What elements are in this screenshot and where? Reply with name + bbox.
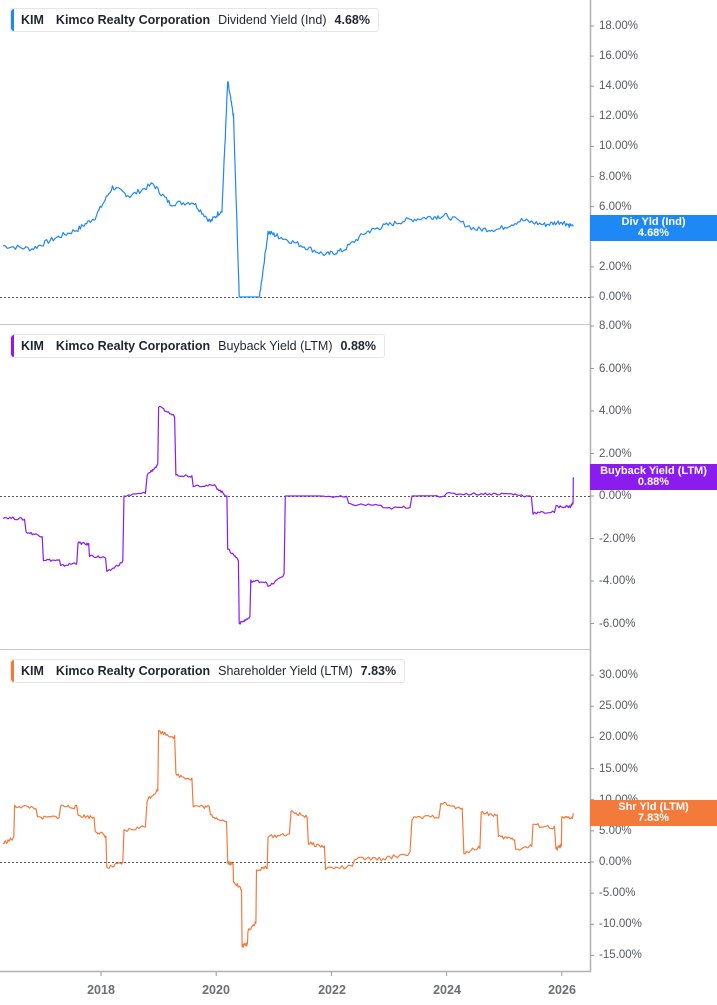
price-tag-label: Buyback Yield (LTM) (600, 465, 707, 477)
y-tick-label: -15.00% (599, 949, 642, 962)
legend-buyback-yield: KIM Kimco Realty Corporation Buyback Yie… (10, 334, 385, 358)
y-tick-label: -10.00% (599, 918, 642, 931)
legend-ticker: KIM (21, 13, 44, 27)
x-tick-label: 2024 (433, 983, 461, 997)
series-line (2, 405, 574, 625)
legend-company: Kimco Realty Corporation (55, 339, 211, 353)
legend-color-bar (11, 9, 14, 31)
y-tick-label: 8.00% (599, 320, 632, 332)
legend-metric: Shareholder Yield (LTM) (218, 664, 353, 678)
legend-metric: Dividend Yield (Ind) (218, 13, 327, 27)
legend-ticker: KIM (21, 339, 44, 353)
legend-dividend-yield: KIM Kimco Realty Corporation Dividend Yi… (10, 8, 379, 32)
legend-value: 4.68% (334, 13, 370, 27)
series-line (3, 81, 574, 298)
y-tick-label: 6.00% (599, 362, 632, 375)
y-tick-label: 16.00% (599, 50, 639, 63)
y-tick-label: 25.00% (599, 700, 639, 713)
y-tick-label: 20.00% (599, 731, 639, 744)
y-tick-label: 2.00% (599, 447, 632, 460)
y-tick-label: 0.00% (599, 490, 632, 502)
x-tick-label: 2026 (548, 983, 576, 997)
price-tag-label: Div Yld (Ind) (621, 216, 686, 228)
y-tick-label: 2.00% (599, 260, 632, 273)
x-tick-label: 2020 (202, 983, 230, 997)
legend-color-bar (11, 660, 14, 682)
y-tick-label: -4.00% (599, 575, 636, 587)
y-tick-label: 10.00% (599, 140, 639, 153)
price-tag-shareholder-yield: Shr Yld (LTM) 7.83% (590, 800, 717, 826)
y-tick-label: 4.00% (599, 405, 632, 417)
legend-company: Kimco Realty Corporation (55, 664, 211, 678)
price-tag-value: 0.88% (637, 476, 670, 488)
price-tag-value: 7.83% (637, 812, 670, 824)
legend-company: Kimco Realty Corporation (55, 13, 211, 27)
y-tick-label: 14.00% (599, 80, 639, 93)
y-tick-label: -6.00% (599, 617, 636, 630)
legend-ticker: KIM (21, 664, 44, 678)
y-tick-label: 30.00% (599, 669, 639, 682)
y-tick-label: 6.00% (599, 200, 632, 213)
x-tick-label: 2022 (318, 983, 346, 997)
legend-value: 0.88% (340, 339, 376, 353)
y-tick-label: 8.00% (599, 170, 632, 183)
legend-color-bar (11, 335, 14, 357)
price-tag-value: 4.68% (637, 227, 670, 239)
y-tick-label: -2.00% (599, 532, 636, 545)
legend-value: 7.83% (360, 664, 397, 678)
price-tag-buyback-yield: Buyback Yield (LTM) 0.88% (590, 464, 717, 490)
y-tick-label: 0.00% (599, 291, 632, 303)
series-line (2, 729, 574, 948)
y-tick-label: 15.00% (599, 762, 639, 775)
y-tick-label: -5.00% (599, 887, 636, 900)
y-tick-label: 5.00% (599, 824, 632, 837)
price-tag-label: Shr Yld (LTM) (618, 801, 689, 813)
y-tick-label: 12.00% (599, 110, 639, 123)
y-tick-label: 18.00% (599, 19, 639, 32)
x-tick-label: 2018 (87, 983, 115, 997)
legend-metric: Buyback Yield (LTM) (218, 339, 333, 353)
legend-shareholder-yield: KIM Kimco Realty Corporation Shareholder… (10, 659, 406, 683)
y-tick-label: 0.00% (599, 856, 632, 868)
price-tag-dividend-yield: Div Yld (Ind) 4.68% (590, 215, 717, 241)
